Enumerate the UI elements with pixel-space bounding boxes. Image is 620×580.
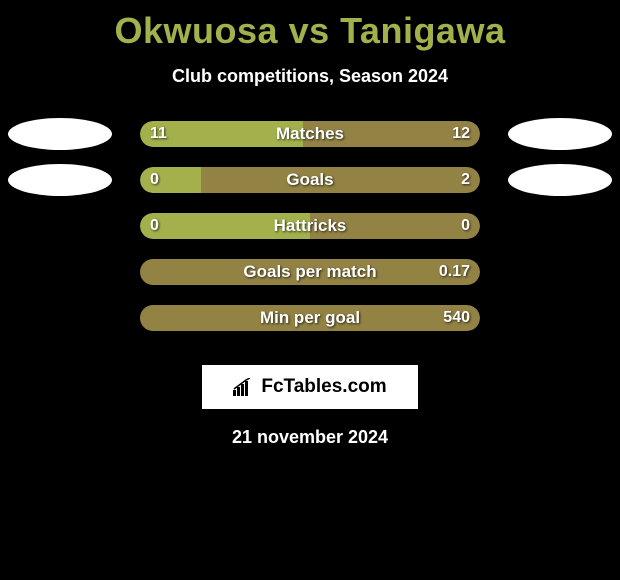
row-min-per-goal: Min per goal 540: [0, 305, 620, 351]
bar-mpg: [140, 305, 480, 331]
bar-gpm: [140, 259, 480, 285]
value-right: 0: [461, 213, 470, 239]
comparison-rows: 11 Matches 12 0 Goals 2 0 Hattricks 0 Go…: [0, 121, 620, 351]
row-goals-per-match: Goals per match 0.17: [0, 259, 620, 305]
value-right: 2: [461, 167, 470, 193]
bar-right: [140, 305, 480, 331]
avatar-left: [8, 118, 112, 150]
bar-hattricks: [140, 213, 480, 239]
bar-matches: [140, 121, 480, 147]
bar-right: [310, 213, 480, 239]
value-right: 12: [452, 121, 470, 147]
avatar-right: [508, 118, 612, 150]
avatar-left: [8, 164, 112, 196]
value-right: 0.17: [439, 259, 470, 285]
brand-text: FcTables.com: [261, 376, 386, 398]
row-hattricks: 0 Hattricks 0: [0, 213, 620, 259]
page-title: Okwuosa vs Tanigawa: [0, 0, 620, 52]
value-left: 0: [150, 167, 159, 193]
bar-left: [140, 213, 310, 239]
brand-badge: FcTables.com: [202, 365, 418, 409]
footer-date: 21 november 2024: [0, 427, 620, 448]
value-left: 0: [150, 213, 159, 239]
bar-goals: [140, 167, 480, 193]
bar-right: [140, 259, 480, 285]
bar-right: [201, 167, 480, 193]
bar-chart-icon: [233, 378, 255, 396]
avatar-right: [508, 164, 612, 196]
value-right: 540: [443, 305, 470, 331]
row-goals: 0 Goals 2: [0, 167, 620, 213]
value-left: 11: [150, 121, 167, 147]
row-matches: 11 Matches 12: [0, 121, 620, 167]
page-subtitle: Club competitions, Season 2024: [0, 52, 620, 87]
